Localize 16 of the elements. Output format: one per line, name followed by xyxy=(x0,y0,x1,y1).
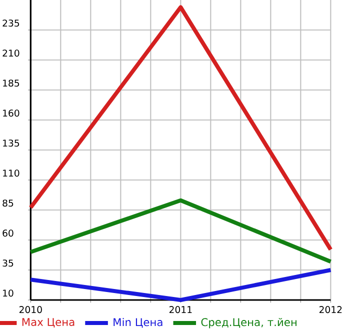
legend-label: Min Цена xyxy=(114,318,162,328)
y-tick-label: 160 xyxy=(3,110,20,117)
y-tick-label: 135 xyxy=(3,140,20,147)
y-tick-label: 235 xyxy=(2,20,20,27)
legend-label: Сред.Цена, т.йен xyxy=(201,318,296,328)
y-tick-label: 10 xyxy=(3,290,14,297)
legend-label: Max Цена xyxy=(22,318,74,328)
x-tick-label: 2010 xyxy=(19,306,42,314)
y-tick-label: 85 xyxy=(2,200,14,207)
x-tick-label: 2012 xyxy=(319,306,342,314)
y-tick-label: 35 xyxy=(2,260,14,267)
x-tick-label: 2011 xyxy=(169,306,192,314)
y-tick-label: 60 xyxy=(2,230,14,237)
y-tick-label: 210 xyxy=(2,50,20,57)
y-tick-label: 110 xyxy=(3,170,20,177)
y-tick-label: 185 xyxy=(3,80,20,87)
